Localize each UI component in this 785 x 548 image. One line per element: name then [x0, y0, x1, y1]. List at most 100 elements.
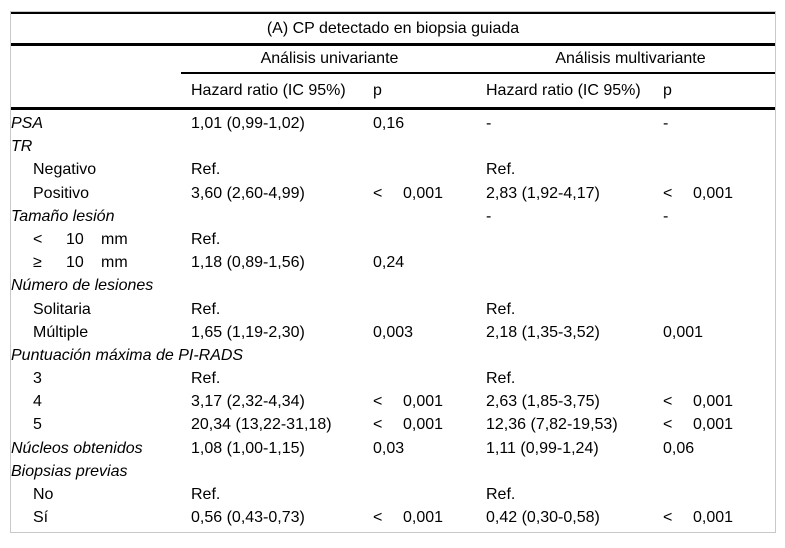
- p-multivariante-cell: [663, 251, 775, 274]
- row-label-part: <: [33, 230, 43, 248]
- p-univariante-cell: [373, 274, 486, 297]
- p-multivariante-cell: [663, 483, 775, 506]
- table-row: ≥10 mm 1,18 (0,89-1,56) 0,24: [11, 251, 775, 274]
- hr-univariante-cell: Ref.: [191, 370, 221, 388]
- table-row: Múltiple 1,65 (1,19-2,30) 0,003 2,18 (1,35-…: [11, 321, 775, 344]
- table-body: PSA 1,01 (0,99-1,02) 0,16 - - TR Negativo Ref. R…: [11, 110, 775, 529]
- row-label: Biopsias previas: [11, 462, 128, 480]
- p-univariante-cell: <0,001: [373, 506, 486, 529]
- hr-univariante-cell: Ref.: [191, 486, 221, 503]
- p-univariante-cell: [373, 344, 486, 367]
- row-label-part: ≥: [33, 254, 42, 272]
- top-rule: [11, 12, 775, 14]
- row-label: <10 mm: [11, 228, 191, 251]
- p-univariante-header: p: [373, 82, 382, 99]
- p-multivariante-cell: [663, 344, 775, 367]
- table-row: PSA 1,01 (0,99-1,02) 0,16 - -: [11, 112, 775, 135]
- table-row: No Ref. Ref.: [11, 483, 775, 506]
- p-univariante-cell: [373, 460, 486, 483]
- p-univariante-cell: [373, 298, 486, 321]
- row-label-part: 10: [66, 254, 84, 272]
- hr-univariante-cell: [191, 460, 373, 483]
- group-header-univariante: Análisis univariante: [260, 50, 399, 67]
- subheader-row: Hazard ratio (IC 95%) p Hazard ratio (IC…: [11, 74, 775, 107]
- hr-univariante-cell: Ref.: [191, 161, 221, 179]
- table-row: 4 3,17 (2,32-4,34) <0,001 2,63 (1,85-3,75) <…: [11, 390, 775, 413]
- hr-multivariante-cell: [486, 460, 663, 483]
- row-label-part: mm: [101, 254, 128, 272]
- p-multivariante-cell: -: [663, 115, 669, 132]
- hr-univariante-cell: 3,17 (2,32-4,34): [191, 393, 305, 411]
- row-label: TR: [11, 138, 33, 156]
- row-label-part: mm: [101, 230, 128, 248]
- p-univariante-cell: 0,003: [373, 323, 414, 341]
- p-univariante-cell: 0,24: [373, 254, 405, 272]
- header-rule: [11, 107, 775, 110]
- hr-multivariante-cell: Ref.: [486, 161, 516, 179]
- results-table: (A) CP detectado en biopsia guiada Análi…: [10, 11, 776, 533]
- p-multivariante-cell: <0,001: [663, 182, 775, 205]
- row-label: Positivo: [33, 184, 90, 202]
- hr-multivariante-cell: [486, 228, 663, 251]
- hr-univariante-cell: [191, 344, 373, 367]
- p-multivariante-cell: [663, 135, 775, 158]
- hr-univariante-cell: 20,34 (13,22-31,18): [191, 416, 332, 434]
- p-multivariante-cell: [663, 228, 775, 251]
- table-row: Número de lesiones: [11, 274, 775, 297]
- group-header-multivariante: Análisis multivariante: [555, 50, 706, 67]
- row-label: Núcleos obtenidos: [11, 439, 143, 457]
- table-row: TR: [11, 135, 775, 158]
- hr-univariante-header: Hazard ratio (IC 95%): [191, 82, 346, 99]
- p-multivariante-header: p: [663, 82, 672, 99]
- hr-multivariante-cell: Ref.: [486, 300, 516, 318]
- row-label: Tamaño lesión: [11, 207, 115, 225]
- p-univariante-cell: 0,16: [373, 115, 405, 132]
- less-than-sign: <: [373, 509, 383, 527]
- hr-univariante-cell: 0,56 (0,43-0,73): [191, 509, 305, 527]
- table-row: Solitaria Ref. Ref.: [11, 298, 775, 321]
- less-than-sign: <: [373, 393, 383, 411]
- hr-multivariante-cell: 2,83 (1,92-4,17): [486, 184, 600, 202]
- row-label-part: 10: [66, 230, 84, 248]
- row-label: No: [33, 486, 54, 503]
- hr-multivariante-cell: [486, 135, 663, 158]
- p-multivariante-cell: <0,001: [663, 390, 775, 413]
- stub-header: [11, 74, 191, 107]
- row-label: 4: [33, 393, 42, 411]
- table-row: 5 20,34 (13,22-31,18) <0,001 12,36 (7,82-19…: [11, 413, 775, 436]
- p-univariante-cell: [373, 483, 486, 506]
- p-univariante-cell: <0,001: [373, 413, 486, 436]
- hr-multivariante-header: Hazard ratio (IC 95%): [486, 82, 641, 99]
- table-row: Biopsias previas: [11, 460, 775, 483]
- hr-multivariante-cell: Ref.: [486, 370, 516, 388]
- p-univariante-cell: [373, 158, 486, 181]
- less-than-sign: <: [373, 184, 383, 202]
- hr-univariante-cell: [191, 135, 373, 158]
- row-label: 3: [33, 370, 42, 388]
- group-span-underline: Análisis univariante Análisis multivaria…: [181, 46, 775, 74]
- table-row: Positivo 3,60 (2,60-4,99) <0,001 2,83 (1,92…: [11, 182, 775, 205]
- p-multivariante-cell: [663, 274, 775, 297]
- title-rule: [11, 43, 775, 46]
- hr-univariante-cell: 1,01 (0,99-1,02): [191, 115, 305, 132]
- hr-univariante-cell: [191, 205, 373, 228]
- p-multivariante-cell: [663, 158, 775, 181]
- hr-multivariante-cell: [486, 274, 663, 297]
- p-multivariante-cell: [663, 460, 775, 483]
- p-univariante-cell: <0,001: [373, 182, 486, 205]
- table-row: Tamaño lesión - -: [11, 205, 775, 228]
- table-row: 3 Ref. Ref.: [11, 367, 775, 390]
- p-multivariante-cell: <0,001: [663, 413, 775, 436]
- hr-multivariante-cell: 0,42 (0,30-0,58): [486, 509, 600, 527]
- hr-univariante-cell: 1,08 (1,00-1,15): [191, 439, 305, 457]
- table-row: Negativo Ref. Ref.: [11, 158, 775, 181]
- less-than-sign: <: [663, 416, 673, 434]
- hr-univariante-cell: [191, 274, 373, 297]
- hr-multivariante-cell: -: [486, 115, 492, 132]
- hr-univariante-cell: Ref.: [191, 300, 221, 318]
- hr-multivariante-cell: [486, 344, 663, 367]
- hr-multivariante-cell: 12,36 (7,82-19,53): [486, 416, 618, 434]
- row-label: Sí: [33, 509, 49, 527]
- less-than-sign: <: [663, 509, 673, 527]
